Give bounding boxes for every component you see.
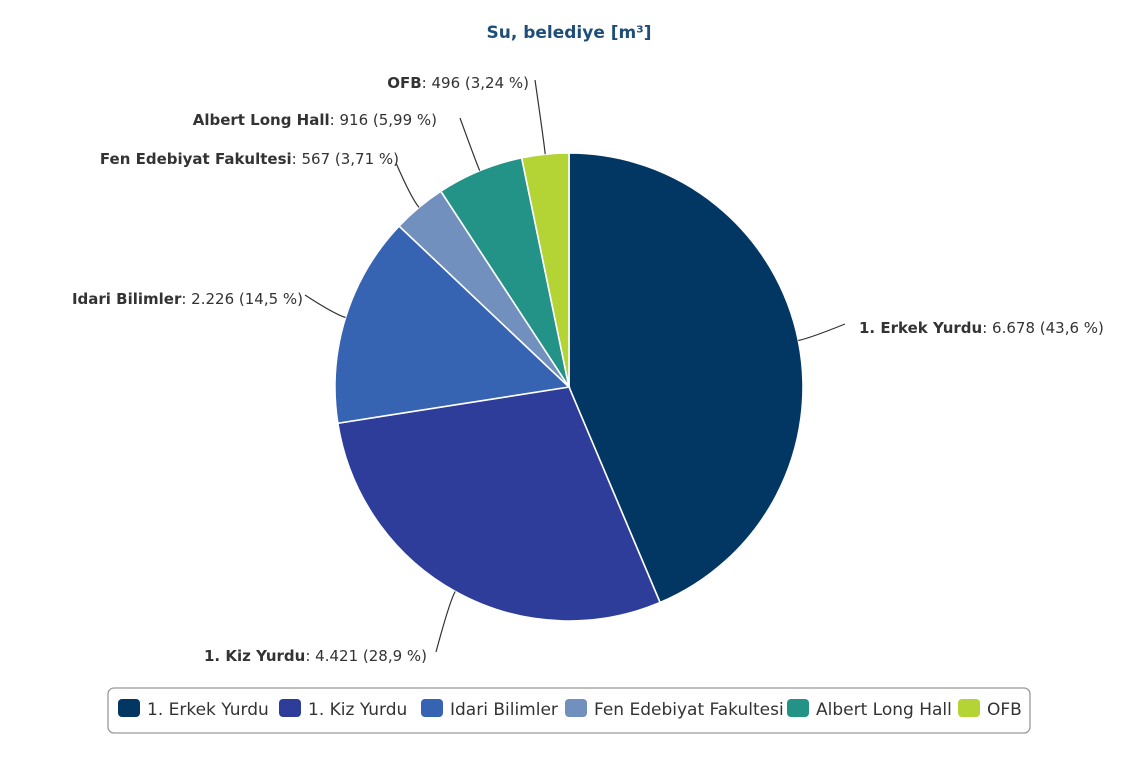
legend-item-1-erkek-yurdu[interactable]: 1. Erkek Yurdu [118, 699, 269, 720]
legend-swatch [958, 699, 980, 717]
legend-swatch [565, 699, 587, 717]
pie-slice-1-kiz-yurdu[interactable] [336, 386, 662, 622]
legend-label: Albert Long Hall [816, 700, 952, 720]
data-label-1-erkek-yurdu: 1. Erkek Yurdu: 6.678 (43,6 %) [859, 319, 1104, 337]
connector-1-erkek-yurdu [798, 323, 846, 342]
connector-fen-edebiyat-fakultesi [395, 162, 420, 208]
pie-slice-idari-bilimler[interactable] [334, 224, 571, 425]
legend-label: Fen Edebiyat Fakultesi [594, 700, 784, 720]
data-label-albert-long-hall: Albert Long Hall: 916 (5,99 %) [193, 111, 437, 129]
pie-slice-1-erkek-yurdu[interactable] [568, 152, 804, 604]
connector-albert-long-hall [459, 117, 481, 171]
pie-slices [334, 152, 804, 622]
data-label-ofb: OFB: 496 (3,24 %) [387, 74, 529, 92]
legend-item-idari-bilimler[interactable]: Idari Bilimler [421, 699, 558, 720]
legend-item-ofb[interactable]: OFB [958, 699, 1022, 720]
legend-item-fen-edebiyat-fakultesi[interactable]: Fen Edebiyat Fakultesi [565, 699, 784, 720]
legend: 1. Erkek Yurdu 1. Kiz Yurdu Idari Bilimler… [107, 687, 1031, 734]
connector-idari-bilimler [304, 294, 346, 319]
data-label-fen-edebiyat-fakultesi: Fen Edebiyat Fakultesi: 567 (3,71 %) [100, 150, 399, 168]
legend-item-1-kiz-yurdu[interactable]: 1. Kiz Yurdu [279, 699, 407, 720]
legend-swatch [421, 699, 443, 717]
connector-1-kiz-yurdu [435, 591, 456, 653]
legend-swatch [118, 699, 140, 717]
data-labels: 1. Erkek Yurdu: 6.678 (43,6 %) 1. Kiz Yur… [72, 74, 1104, 665]
legend-label: 1. Erkek Yurdu [147, 700, 269, 720]
legend-label: OFB [987, 700, 1022, 720]
chart-title: Su, belediye [m³] [486, 23, 651, 43]
legend-swatch [279, 699, 301, 717]
legend-label: 1. Kiz Yurdu [308, 700, 407, 720]
pie-slice-ofb[interactable] [520, 152, 570, 388]
legend-item-albert-long-hall[interactable]: Albert Long Hall [787, 699, 952, 720]
data-label-idari-bilimler: Idari Bilimler: 2.226 (14,5 %) [72, 290, 303, 308]
connector-ofb [534, 79, 546, 155]
data-label-1-kiz-yurdu: 1. Kiz Yurdu: 4.421 (28,9 %) [204, 647, 427, 665]
legend-label: Idari Bilimler [450, 700, 558, 720]
legend-swatch [787, 699, 809, 717]
